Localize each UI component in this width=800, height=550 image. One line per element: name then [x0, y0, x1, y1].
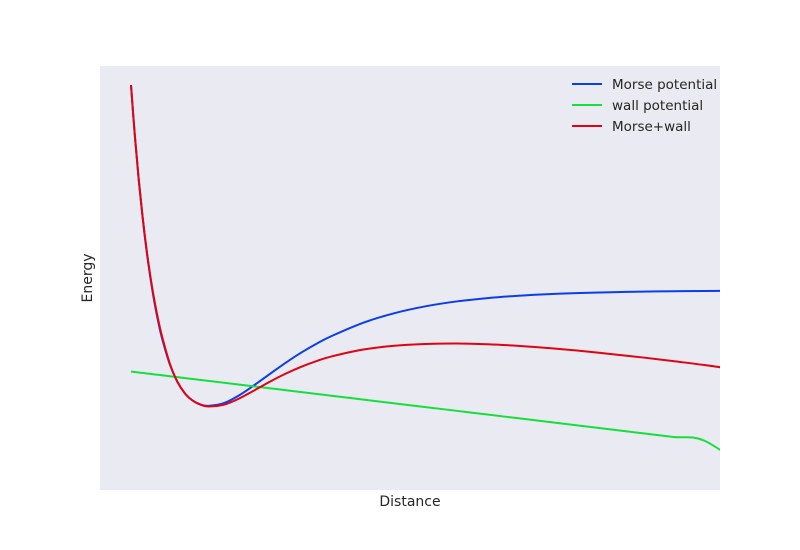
- legend: Morse potential wall potential Morse+wall: [572, 77, 717, 135]
- legend-label-1: Morse potential: [612, 77, 717, 93]
- series-lines: [130, 85, 720, 451]
- series-line-2: [130, 370, 720, 451]
- y-axis-label: Energy: [80, 253, 96, 302]
- x-axis-label: Distance: [379, 494, 440, 510]
- legend-label-2: wall potential: [612, 98, 703, 114]
- series-line-3: [130, 85, 720, 408]
- plot-area: [100, 66, 720, 490]
- legend-label-3: Morse+wall: [612, 119, 691, 135]
